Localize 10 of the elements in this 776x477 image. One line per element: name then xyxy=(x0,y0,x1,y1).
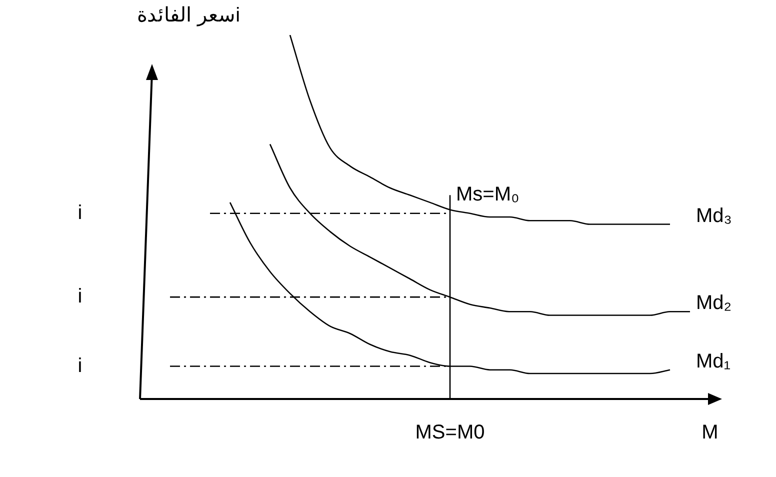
series-label: Md₂ xyxy=(696,292,732,314)
series-label: Md₁ xyxy=(696,350,731,372)
text: i xyxy=(78,286,82,308)
x-tick-label: M xyxy=(702,422,718,444)
ref-line-label: Ms=M₀ xyxy=(456,184,520,206)
x-tick-label: MS=M0 xyxy=(415,422,485,444)
series-label: Md₃ xyxy=(696,204,732,227)
text: i xyxy=(78,354,82,377)
y-axis-title: سعر الفائدةi xyxy=(137,4,240,27)
text: i xyxy=(78,202,82,224)
